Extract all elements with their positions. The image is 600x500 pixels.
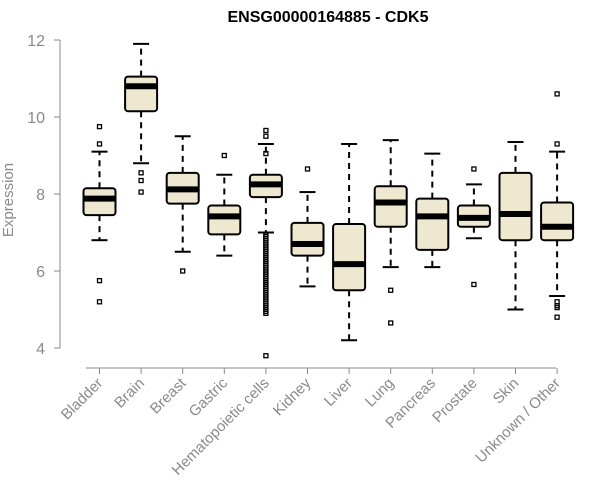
outlier-point: [263, 231, 269, 238]
y-tick-label-4: 4: [36, 341, 45, 358]
y-tick-label-12: 12: [27, 33, 45, 50]
box-breast: [165, 135, 200, 274]
x-tick-label-kidney: Kidney: [270, 374, 315, 419]
outlier-point: [96, 277, 103, 284]
outlier-point: [471, 281, 477, 288]
y-tick-label-6: 6: [36, 264, 45, 281]
outlier-point: [304, 166, 311, 172]
y-tick-label-10: 10: [27, 110, 45, 127]
x-tick-label-skin: Skin: [490, 375, 523, 408]
iqr-box: [82, 187, 117, 217]
outlier-point: [388, 320, 394, 326]
box-pancreas: [415, 152, 450, 269]
outlier-point: [138, 177, 144, 184]
box-gastric: [207, 152, 242, 257]
outlier-point: [263, 150, 269, 157]
outlier-point: [96, 141, 103, 147]
box-unknown-other: [540, 91, 575, 320]
iqr-box: [498, 171, 533, 242]
x-tick-label-liver: Liver: [321, 375, 356, 410]
outlier-point: [263, 353, 269, 359]
box-prostate: [456, 166, 491, 288]
y-tick-label-8: 8: [36, 187, 45, 204]
outlier-point: [554, 304, 560, 311]
outlier-point: [471, 166, 477, 172]
chart-title: ENSG00000164885 - CDK5: [227, 9, 428, 26]
box-lung: [373, 139, 408, 326]
x-tick-label-lung: Lung: [362, 375, 398, 411]
x-tick-label-bladder: Bladder: [58, 375, 107, 424]
box-bladder: [82, 123, 117, 305]
box-kidney: [290, 166, 325, 288]
y-ticks: 4 6 8 10 12: [27, 33, 60, 358]
outlier-point: [263, 133, 269, 139]
x-tick-label-prostate: Prostate: [429, 375, 481, 427]
x-tick-label-brain: Brain: [111, 375, 148, 412]
iqr-box: [207, 204, 242, 236]
x-tick-label-breast: Breast: [147, 374, 190, 417]
outlier-point: [96, 299, 103, 305]
outlier-point: [388, 287, 394, 293]
box-skin: [498, 141, 533, 311]
outlier-point: [554, 141, 560, 147]
outlier-point: [96, 123, 103, 130]
iqr-box: [332, 223, 367, 292]
outlier-point: [554, 91, 560, 97]
box-liver: [332, 142, 367, 342]
iqr-box: [373, 185, 408, 228]
box-hematopoietic-cells: [248, 127, 283, 359]
outlier-point: [138, 170, 144, 176]
outlier-point: [180, 268, 186, 274]
outlier-point: [221, 152, 227, 159]
outlier-point: [263, 127, 269, 134]
iqr-box: [540, 201, 575, 242]
outlier-point: [554, 314, 560, 320]
iqr-box: [290, 221, 325, 257]
iqr-box: [415, 197, 450, 251]
iqr-box: [124, 75, 159, 113]
box-brain: [124, 42, 159, 195]
boxes: [82, 42, 575, 359]
outlier-point: [138, 189, 144, 195]
y-axis-label: Expression: [0, 163, 17, 237]
